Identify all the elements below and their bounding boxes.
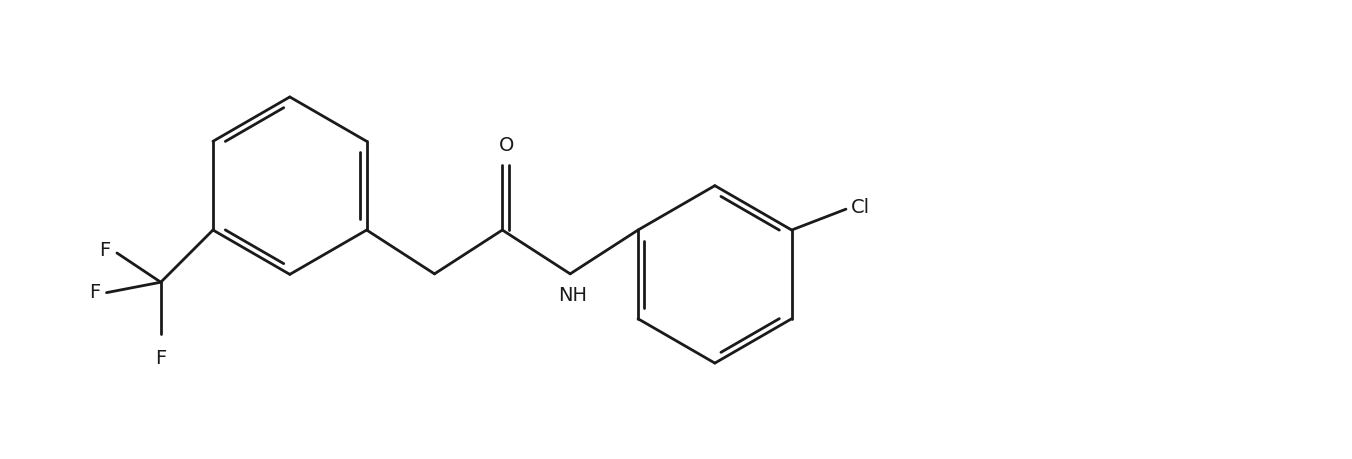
Text: NH: NH — [558, 286, 587, 305]
Text: F: F — [100, 241, 111, 260]
Text: O: O — [499, 136, 514, 155]
Text: Cl: Cl — [852, 197, 871, 217]
Text: F: F — [155, 349, 166, 368]
Text: F: F — [89, 283, 100, 302]
